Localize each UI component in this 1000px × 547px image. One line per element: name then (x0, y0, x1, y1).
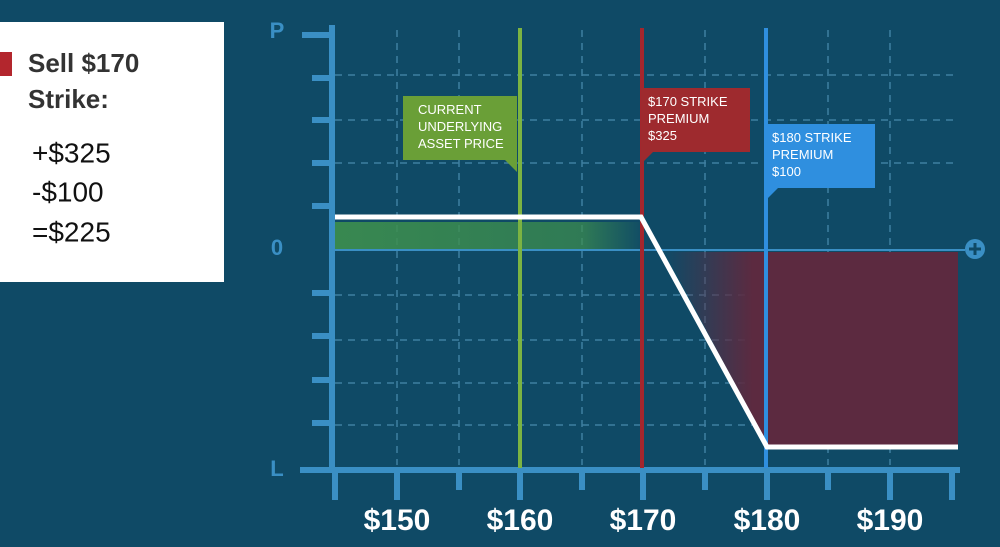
axes (300, 25, 960, 500)
callout-text: $170 STRIKE (648, 94, 728, 109)
plus-sign (969, 243, 981, 255)
panel-title: Sell $170 (28, 48, 139, 78)
callout-text: $325 (648, 128, 677, 143)
y-label: 0 (271, 235, 283, 260)
panel-line: +$325 (32, 137, 111, 168)
x-label: $150 (364, 504, 431, 537)
panel-title: Strike: (28, 84, 109, 114)
loss-area (665, 252, 958, 445)
payoff-line (335, 214, 958, 450)
callout: CURRENT UNDERLYING ASSET PRICE (403, 96, 517, 172)
callout-text: $100 (772, 164, 801, 179)
x-label: $170 (610, 504, 677, 537)
panel-line: -$100 (32, 176, 104, 207)
y-label: L (270, 456, 283, 481)
panel-line: =$225 (32, 216, 111, 247)
x-label: $180 (734, 504, 801, 537)
profit-area (335, 222, 645, 250)
x-label: $160 (487, 504, 554, 537)
callout-text: UNDERLYING (418, 119, 502, 134)
callout-text: ASSET PRICE (418, 136, 504, 151)
callout: $180 STRIKE PREMIUM $100 (766, 124, 875, 200)
callout-text: $180 STRIKE (772, 130, 852, 145)
callout-text: PREMIUM (648, 111, 709, 126)
x-label: $190 (857, 504, 924, 537)
panel-marker (0, 52, 12, 76)
y-label: P (270, 18, 285, 43)
side-panel (0, 22, 224, 282)
callout: $170 STRIKE PREMIUM $325 (641, 88, 750, 164)
callout-text: CURRENT (418, 102, 482, 117)
callout-text: PREMIUM (772, 147, 833, 162)
